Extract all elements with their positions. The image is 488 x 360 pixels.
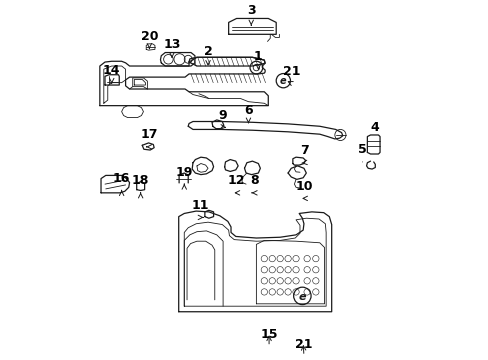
Text: 14: 14 — [103, 64, 120, 77]
Text: 8: 8 — [250, 174, 259, 187]
Text: 15: 15 — [260, 328, 277, 341]
Text: 17: 17 — [141, 128, 158, 141]
Text: 4: 4 — [370, 121, 379, 134]
Text: 21: 21 — [295, 338, 312, 351]
Text: 11: 11 — [191, 199, 208, 212]
Text: 2: 2 — [203, 45, 212, 58]
Text: 9: 9 — [218, 108, 226, 122]
Text: 10: 10 — [295, 180, 312, 193]
Text: 21: 21 — [283, 65, 300, 78]
Text: 19: 19 — [175, 166, 193, 179]
Text: 13: 13 — [163, 38, 180, 51]
Text: 1: 1 — [253, 50, 262, 63]
Text: 20: 20 — [141, 30, 158, 43]
Text: 18: 18 — [132, 174, 149, 187]
Text: 6: 6 — [244, 104, 252, 117]
Text: e: e — [280, 76, 286, 86]
Text: 3: 3 — [246, 4, 255, 17]
Text: 7: 7 — [300, 144, 308, 157]
Text: 12: 12 — [227, 174, 245, 187]
Text: 5: 5 — [358, 143, 366, 156]
Text: e: e — [298, 292, 305, 302]
Text: 16: 16 — [113, 172, 130, 185]
